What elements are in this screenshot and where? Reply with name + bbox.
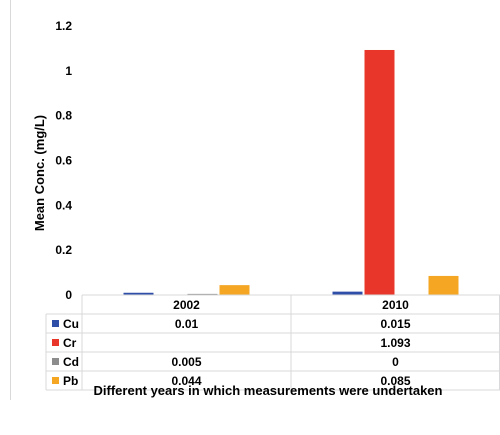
bar-cd-2002 — [187, 293, 218, 295]
bar-pb-2010 — [428, 275, 459, 295]
data-label: 0.085 — [380, 374, 410, 388]
y-axis: 0 0.2 0.4 0.6 0.8 1 1.2 — [55, 19, 72, 302]
data-label: 0 — [392, 355, 399, 369]
bar-cu-2002 — [123, 292, 154, 295]
bar-cu-2010 — [332, 291, 363, 295]
legend-label: Cd — [63, 355, 79, 369]
y-tick-label: 1 — [65, 64, 72, 78]
x-category-label: 2010 — [382, 298, 409, 312]
legend-swatch-cu — [52, 320, 59, 327]
y-tick-label: 0.8 — [55, 109, 72, 123]
legend-label: Cr — [63, 336, 77, 350]
legend-swatch-pb — [52, 377, 59, 384]
legend-swatch-cr — [52, 339, 59, 346]
y-tick-label: 0.6 — [55, 154, 72, 168]
legend-label: Pb — [63, 374, 78, 388]
legend-swatch-cd — [52, 358, 59, 365]
data-label: 0.005 — [171, 355, 201, 369]
data-label: 1.093 — [380, 336, 410, 350]
data-label: 0.01 — [175, 317, 199, 331]
y-tick-label: 0 — [65, 288, 72, 302]
x-category-label: 2002 — [173, 298, 200, 312]
y-tick-label: 1.2 — [55, 19, 72, 33]
data-table: 2002 2010 Cu 0.01 0.015 Cr 1.093 Cd 0.005 0 Pb 0.04… — [45, 294, 500, 391]
bar-pb-2002 — [219, 285, 250, 295]
y-tick-label: 0.2 — [55, 243, 72, 257]
data-label: 0.044 — [171, 374, 201, 388]
y-axis-label: Mean Conc. (mg/L) — [32, 115, 47, 231]
legend-label: Cu — [63, 317, 79, 331]
left-border-line — [10, 0, 11, 400]
y-tick-label: 0.4 — [55, 198, 72, 212]
bar-cr-2010 — [364, 49, 395, 295]
bars — [123, 49, 459, 295]
x-axis-label: Different years in which measurements we… — [94, 383, 443, 398]
data-label: 0.015 — [380, 317, 410, 331]
